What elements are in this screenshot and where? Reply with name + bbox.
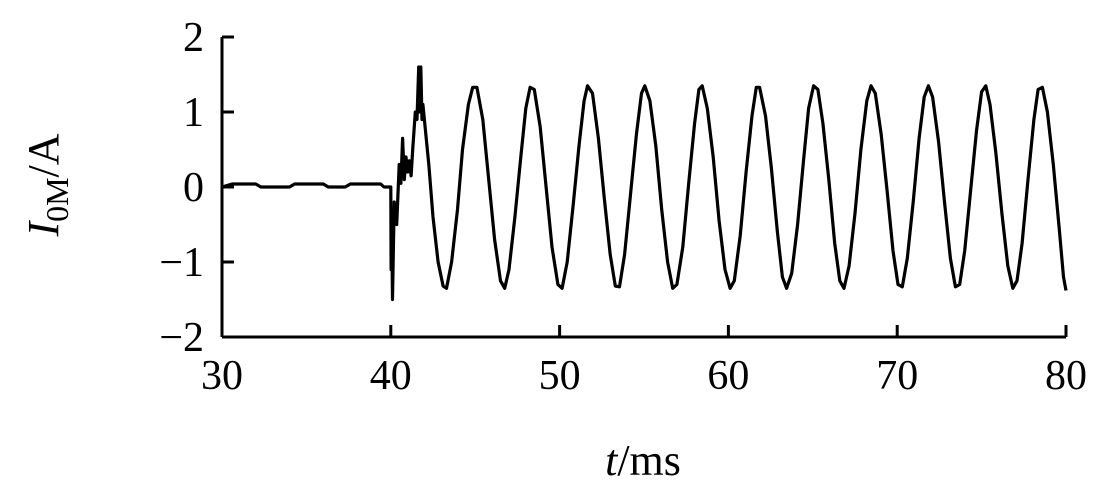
axes	[220, 37, 1066, 339]
x-tick-label: 80	[1045, 353, 1087, 399]
y-tick-label: 2	[183, 15, 204, 61]
x-axis-unit: /ms	[617, 436, 681, 485]
ticks: 30 40 50 60 70 80 2 1 0 −1 −2	[159, 15, 1087, 399]
y-tick-label: −2	[159, 315, 204, 361]
y-axis-title: I0M/A	[19, 133, 75, 237]
x-tick-label: 60	[707, 353, 749, 399]
x-tick-label: 70	[876, 353, 918, 399]
y-tick-label: −1	[159, 240, 204, 286]
axis-titles: t/ms I0M/A	[19, 133, 681, 485]
x-tick-label: 50	[539, 353, 581, 399]
series-line	[221, 65, 1068, 302]
y-axis-unit: /A	[19, 133, 68, 177]
y-axis-subscript: 0M	[39, 177, 75, 221]
y-axis-variable: I	[19, 220, 68, 238]
y-tick-label: 1	[183, 90, 204, 136]
series-group	[221, 65, 1068, 302]
x-tick-label: 30	[201, 353, 243, 399]
x-axis-variable: t	[605, 436, 619, 485]
y-tick-label: 0	[183, 165, 204, 211]
x-axis-title: t/ms	[605, 436, 681, 485]
x-tick-label: 40	[370, 353, 412, 399]
